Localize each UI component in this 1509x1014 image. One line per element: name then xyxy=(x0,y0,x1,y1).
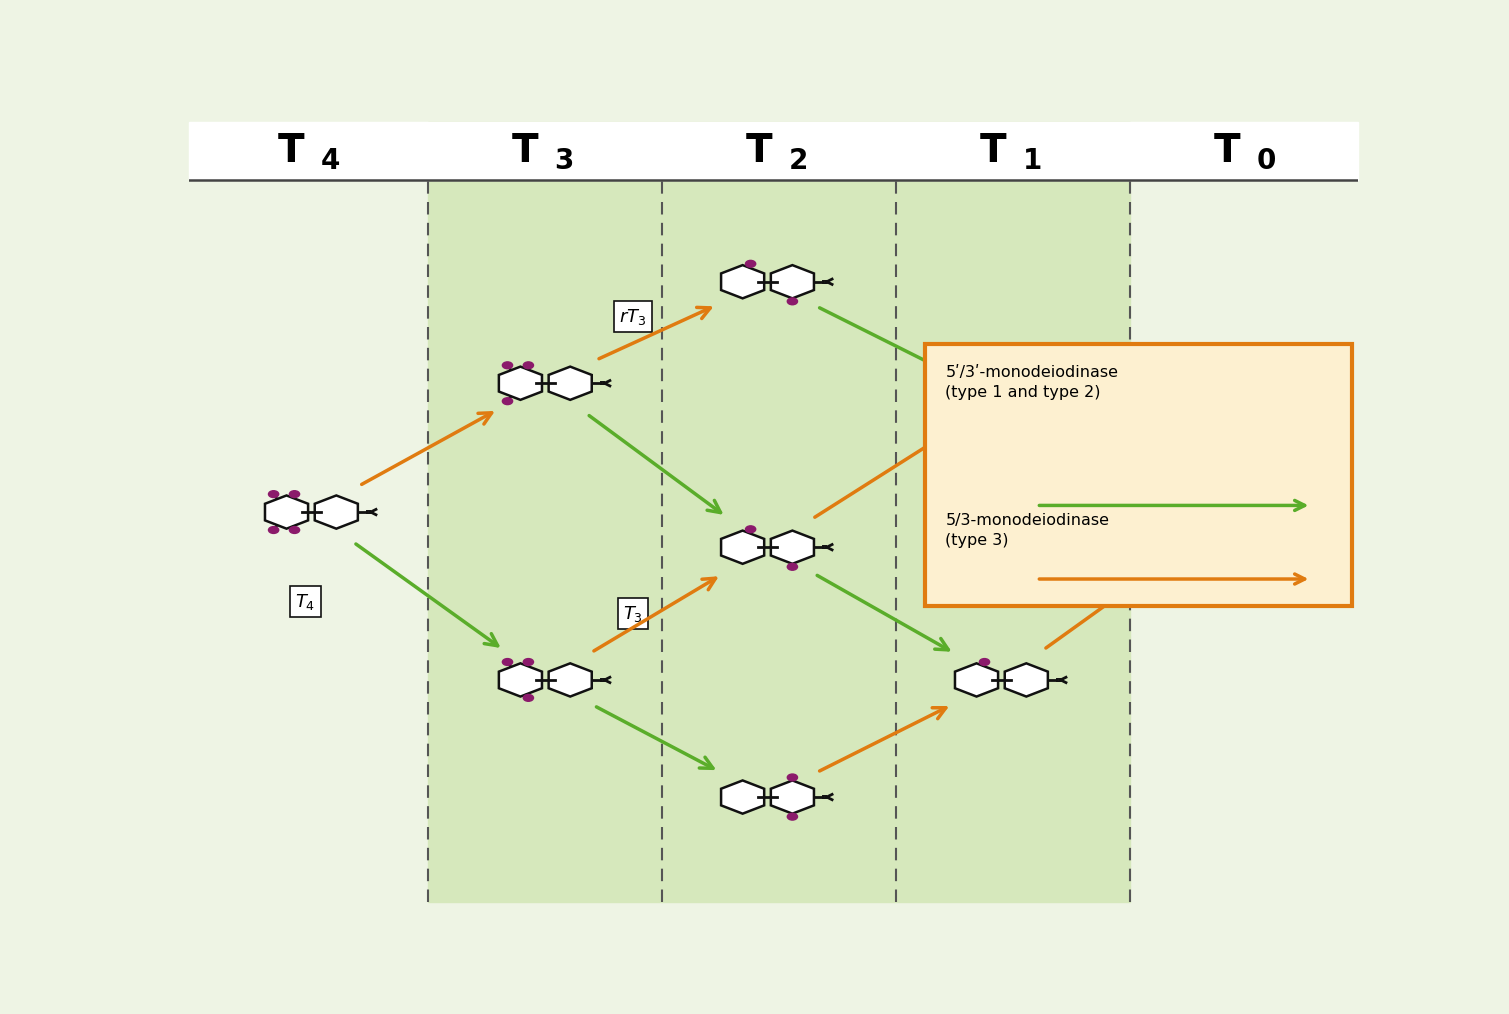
Text: $T_4$: $T_4$ xyxy=(296,592,315,611)
Polygon shape xyxy=(721,530,764,564)
Polygon shape xyxy=(721,781,764,813)
Text: Thyronine: Thyronine xyxy=(1254,503,1345,521)
Polygon shape xyxy=(721,265,764,298)
Text: 5/3-monodeiodinase
(type 3): 5/3-monodeiodinase (type 3) xyxy=(945,513,1109,548)
Bar xyxy=(822,547,825,549)
Bar xyxy=(429,122,1130,902)
Polygon shape xyxy=(771,781,813,813)
Polygon shape xyxy=(1005,663,1047,697)
Polygon shape xyxy=(315,496,358,528)
Text: $rT_3$: $rT_3$ xyxy=(619,307,647,327)
Circle shape xyxy=(788,564,798,570)
Text: 2: 2 xyxy=(789,147,807,174)
Bar xyxy=(601,382,604,384)
Circle shape xyxy=(269,526,279,533)
Bar xyxy=(822,796,825,798)
Text: T: T xyxy=(745,133,773,170)
Bar xyxy=(1056,397,1059,400)
FancyBboxPatch shape xyxy=(925,344,1352,605)
Polygon shape xyxy=(1005,382,1047,416)
Polygon shape xyxy=(955,663,997,697)
Text: 4: 4 xyxy=(321,147,340,174)
Circle shape xyxy=(290,526,300,533)
Polygon shape xyxy=(1239,496,1281,528)
Circle shape xyxy=(745,261,756,268)
Polygon shape xyxy=(266,496,308,528)
Circle shape xyxy=(524,362,534,369)
Bar xyxy=(189,122,1358,180)
Circle shape xyxy=(524,695,534,702)
Polygon shape xyxy=(1189,496,1231,528)
Circle shape xyxy=(524,658,534,665)
Polygon shape xyxy=(499,367,542,400)
Circle shape xyxy=(788,298,798,305)
Polygon shape xyxy=(955,382,997,416)
Circle shape xyxy=(269,491,279,498)
Circle shape xyxy=(1022,415,1032,422)
Polygon shape xyxy=(771,530,813,564)
Bar xyxy=(1290,511,1293,513)
Bar xyxy=(601,679,604,681)
Text: 5ʹ/3ʹ-monodeiodinase
(type 1 and type 2): 5ʹ/3ʹ-monodeiodinase (type 1 and type 2) xyxy=(945,365,1118,401)
Polygon shape xyxy=(549,663,592,697)
Circle shape xyxy=(502,658,513,665)
Circle shape xyxy=(979,658,990,665)
Polygon shape xyxy=(771,265,813,298)
Text: T: T xyxy=(278,133,305,170)
Bar xyxy=(367,511,370,513)
Text: $T_3$: $T_3$ xyxy=(623,603,643,624)
Polygon shape xyxy=(499,663,542,697)
Bar xyxy=(822,281,825,283)
Circle shape xyxy=(745,526,756,532)
Bar xyxy=(1056,679,1059,681)
Polygon shape xyxy=(549,367,592,400)
Text: 3: 3 xyxy=(555,147,573,174)
Text: 0: 0 xyxy=(1257,147,1275,174)
Text: T: T xyxy=(979,133,1007,170)
Circle shape xyxy=(290,491,300,498)
Text: 1: 1 xyxy=(1023,147,1041,174)
Circle shape xyxy=(788,774,798,781)
Circle shape xyxy=(788,813,798,820)
Circle shape xyxy=(502,397,513,405)
Text: T: T xyxy=(1213,133,1240,170)
Circle shape xyxy=(502,362,513,369)
Text: T: T xyxy=(512,133,539,170)
